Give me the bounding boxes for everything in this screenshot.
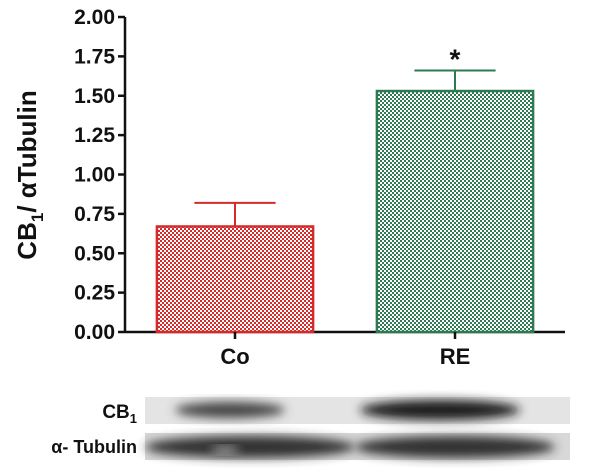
y-tick-label: 0.75 [74,203,115,226]
blot-band [355,436,555,458]
blot-spot [211,447,239,453]
y-tick-label: 0.50 [74,242,115,265]
blot-band [360,400,520,420]
y-tick-label: 1.75 [74,45,115,68]
y-tick-label: 1.00 [74,164,115,187]
blot-band [145,436,355,458]
y-label-sub: 1 [28,213,47,222]
x-tick-label: Co [220,344,249,369]
blot-label-sub: 1 [130,411,137,426]
y-label-main: CB [12,222,42,260]
annotation: * [450,44,461,75]
y-axis-label: CB1/ αTubulin [12,90,47,259]
blot-label: α- Tubulin [51,437,137,457]
y-tick-label: 0.00 [74,321,115,344]
blot-label-main: CB [102,402,129,423]
y-tick-label: 1.50 [74,85,115,108]
bar [375,89,535,334]
y-tick-label: 0.25 [74,282,115,305]
y-tick-label: 1.25 [74,124,115,147]
y-tick-label: 2.00 [74,6,115,29]
y-label-rest: / αTubulin [12,90,42,212]
blot-label: CB1 [102,402,137,426]
blot-panel: CB1 α- Tubulin [51,397,570,460]
blot-band [175,402,285,418]
bar [155,225,315,334]
x-tick-label: RE [440,344,471,369]
